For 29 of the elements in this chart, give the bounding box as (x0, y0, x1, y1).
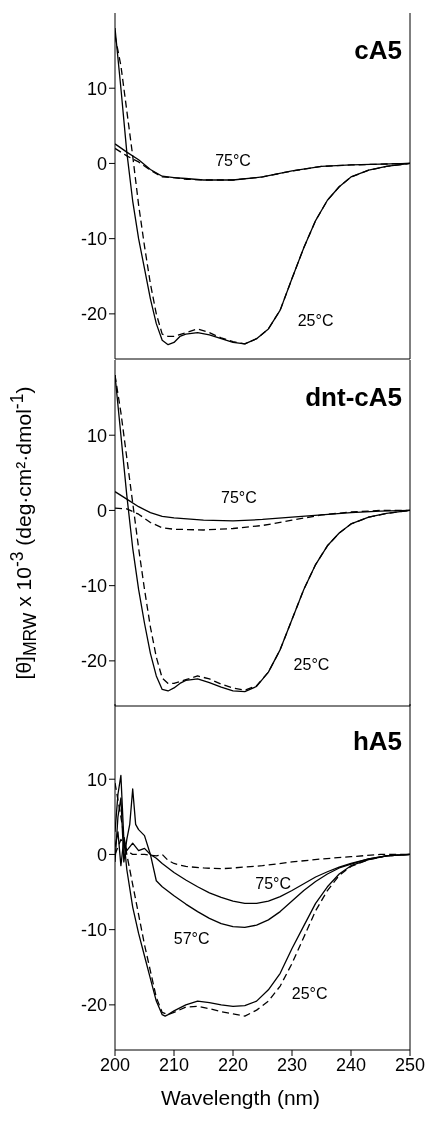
series-label: 25°C (297, 312, 334, 330)
x-tick-label: 230 (276, 1054, 308, 1075)
series-label: 25°C (291, 984, 328, 1002)
y-tick-label: 0 (96, 153, 107, 174)
y-tick-label: 10 (86, 78, 107, 99)
y-tick-label: 0 (96, 844, 107, 865)
x-tick-label: 210 (158, 1054, 190, 1075)
x-tick-label: 250 (394, 1054, 426, 1075)
y-tick-label: -10 (80, 229, 107, 250)
text: hA5 (352, 726, 402, 757)
y-tick-label: -20 (80, 995, 107, 1016)
series-label: 75°C (221, 488, 257, 506)
series-label: 75°C (255, 874, 291, 892)
text: dnt-cA5 (305, 382, 402, 413)
y-tick-label: -10 (80, 920, 107, 941)
series-label: 75°C (215, 152, 251, 170)
y-tick-label: 10 (86, 769, 107, 790)
series-label: 25°C (293, 655, 330, 673)
text: cA5 (354, 35, 402, 66)
y-tick-label: -20 (80, 651, 107, 672)
y-tick-label: -10 (80, 576, 107, 597)
series-label: 57°C (173, 929, 210, 947)
y-tick-label: -20 (80, 304, 107, 325)
x-tick-label: 220 (217, 1054, 249, 1075)
x-tick-label: 240 (335, 1054, 367, 1075)
y-tick-label: 0 (96, 500, 107, 521)
x-tick-label: 200 (99, 1054, 131, 1075)
x-axis-title: Wavelength (nm) (159, 1086, 322, 1110)
y-tick-label: 10 (86, 425, 107, 446)
